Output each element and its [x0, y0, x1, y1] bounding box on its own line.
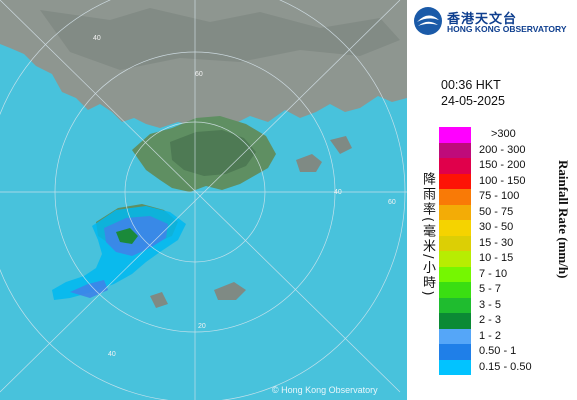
- legend-row: 2 - 3: [439, 313, 577, 329]
- legend-swatch: [439, 313, 471, 329]
- legend-label: 3 - 5: [479, 298, 502, 311]
- legend-label: 75 - 100: [479, 190, 520, 202]
- legend-row: 3 - 5: [439, 297, 577, 313]
- range-labels: 40 60 60 40 20 40: [93, 35, 396, 358]
- rain-echo-light: [52, 206, 186, 300]
- range-label-2: 60: [195, 71, 203, 78]
- legend-swatch: [439, 297, 471, 313]
- legend-swatch: [439, 235, 471, 251]
- legend-swatch: [439, 220, 471, 236]
- legend-row: 150 - 200: [439, 158, 577, 174]
- observation-time: 00:36 HKT: [441, 78, 501, 92]
- legend-row: 1 - 2: [439, 328, 577, 344]
- legend-label: 15 - 30: [479, 236, 514, 249]
- org-name-en: HONG KONG OBSERVATORY: [447, 24, 567, 34]
- rain-echo-core: [116, 228, 138, 244]
- legend-row: 15 - 30: [439, 235, 577, 251]
- legend-swatch: [439, 328, 471, 344]
- legend-label: 10 - 15: [479, 252, 514, 264]
- legend-label: 5 - 7: [479, 283, 502, 295]
- range-label-4: 40: [334, 189, 342, 196]
- legend-row: 10 - 15: [439, 251, 577, 267]
- hong-kong-hills: [170, 130, 256, 176]
- range-label-5: 20: [198, 323, 206, 330]
- info-panel: 香港天文台 HONG KONG OBSERVATORY 00:36 HKT 24…: [407, 0, 577, 400]
- legend-row: 200 - 300: [439, 142, 577, 158]
- org-name-zh: 香港天文台: [447, 12, 518, 27]
- range-rings: [0, 0, 407, 400]
- legend-label: 30 - 50: [479, 221, 514, 233]
- legend-row: 0.15 - 0.50: [439, 359, 577, 375]
- legend-label: 0.15 - 0.50: [479, 360, 532, 373]
- legend-swatch: [439, 204, 471, 220]
- legend-label: 50 - 75: [479, 205, 514, 218]
- range-label-3: 60: [388, 199, 396, 206]
- legend-label: 100 - 150: [479, 174, 526, 187]
- legend-label: 1 - 2: [479, 329, 502, 342]
- legend-title-zh: 降雨率(毫米/小時): [420, 172, 435, 298]
- legend-swatch: [439, 142, 471, 158]
- legend-swatch: [439, 359, 471, 375]
- rainfall-legend: >300 200 - 300 150 - 200 100 - 150 75 - 100 5…: [439, 127, 577, 375]
- legend-swatch: [439, 282, 471, 298]
- legend-row: 50 - 75: [439, 204, 577, 220]
- legend-row: 100 - 150: [439, 173, 577, 189]
- legend-label: 2 - 3: [479, 314, 502, 326]
- legend-row: 0.50 - 1: [439, 344, 577, 360]
- legend-swatch: [439, 344, 471, 360]
- legend-label: >300: [491, 128, 516, 140]
- legend-label: 200 - 300: [479, 143, 526, 156]
- copyright-text: © Hong Kong Observatory: [272, 385, 378, 395]
- legend-swatch: [439, 266, 471, 282]
- legend-row: 75 - 100: [439, 189, 577, 205]
- legend-row: 7 - 10: [439, 266, 577, 282]
- legend-label: 0.50 - 1: [479, 345, 517, 357]
- legend-row: >300: [439, 127, 577, 143]
- legend-swatch: [439, 251, 471, 267]
- legend-swatch: [439, 127, 471, 143]
- legend-title-en: Rainfall Rate (mm/h): [556, 160, 571, 279]
- legend-swatch: [439, 189, 471, 205]
- legend-swatch: [439, 173, 471, 189]
- observation-date: 24-05-2025: [441, 94, 505, 108]
- mainland-terrain: [40, 8, 400, 70]
- radar-map: 40 60 60 40 20 40 © Hong Kong Observator…: [0, 0, 407, 400]
- range-label-6: 40: [108, 351, 116, 358]
- radar-map-graphic: 40 60 60 40 20 40: [0, 0, 407, 400]
- hko-logo-icon: [414, 7, 442, 35]
- range-label-1: 40: [93, 35, 101, 42]
- legend-label: 7 - 10: [479, 267, 508, 280]
- legend-swatch: [439, 158, 471, 174]
- legend-row: 30 - 50: [439, 220, 577, 236]
- legend-row: 5 - 7: [439, 282, 577, 298]
- rain-echo-medium: [70, 216, 168, 298]
- legend-label: 150 - 200: [479, 159, 526, 171]
